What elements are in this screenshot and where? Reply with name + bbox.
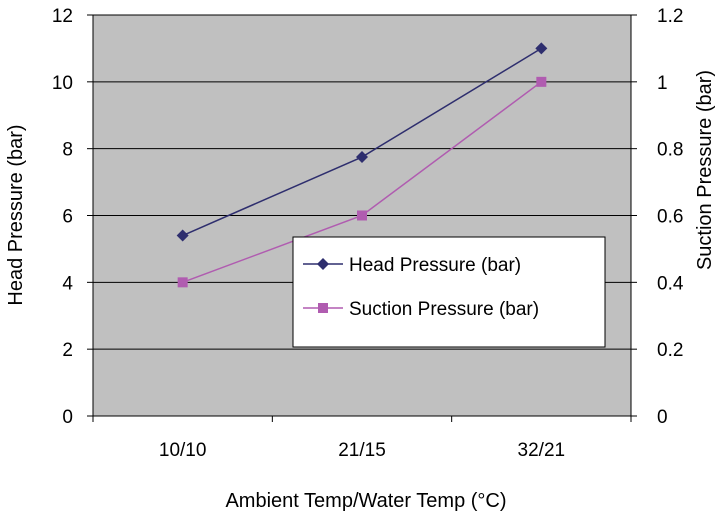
y2-tick-label: 1.2	[657, 6, 683, 27]
y2-tick-label: 0.4	[657, 273, 684, 294]
x-tick-label: 10/10	[159, 440, 207, 461]
y2-tick-label: 1	[657, 73, 668, 94]
y2-tick-label: 0.6	[657, 207, 683, 228]
data-point	[357, 211, 367, 221]
x-tick-label: 21/15	[338, 440, 386, 461]
x-axis-title: Ambient Temp/Water Temp (°C)	[225, 490, 506, 512]
y-tick-label: 2	[62, 340, 73, 361]
y-tick-label: 8	[62, 140, 73, 161]
y-tick-label: 6	[62, 207, 73, 228]
y-tick-label: 0	[62, 407, 73, 428]
y-tick-label: 12	[52, 6, 73, 27]
legend-label-suction: Suction Pressure (bar)	[349, 299, 539, 320]
legend-label-head: Head Pressure (bar)	[349, 255, 521, 276]
left-axis-ticks: 0 2 4 6 8 10 12	[52, 6, 93, 428]
legend: Head Pressure (bar) Suction Pressure (ba…	[293, 237, 605, 347]
y2-tick-label: 0.8	[657, 140, 683, 161]
y-axis-title: Head Pressure (bar)	[5, 124, 27, 305]
legend-box	[293, 237, 605, 347]
right-axis-ticks: 0 0.2 0.4 0.6 0.8 1 1.2	[631, 6, 684, 428]
x-axis-ticks: 10/10 21/15 32/21	[93, 416, 631, 461]
y-tick-label: 4	[62, 273, 73, 294]
legend-marker-suction	[318, 303, 328, 313]
data-point	[536, 77, 546, 87]
y2-tick-label: 0.2	[657, 340, 683, 361]
y-tick-label: 10	[52, 73, 73, 94]
y2-axis-title: Suction Pressure (bar)	[694, 70, 716, 270]
y2-tick-label: 0	[657, 407, 668, 428]
x-tick-label: 32/21	[518, 440, 566, 461]
data-point	[178, 277, 188, 287]
